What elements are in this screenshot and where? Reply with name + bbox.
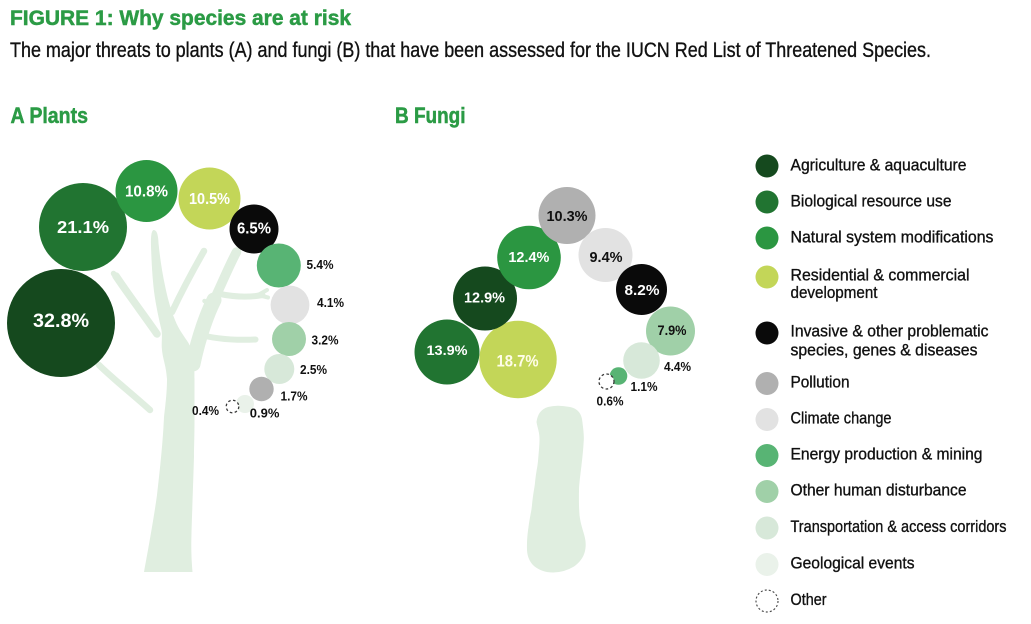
svg-text:8.2%: 8.2%	[625, 283, 660, 299]
svg-text:9.4%: 9.4%	[590, 250, 623, 266]
svg-text:Geological events: Geological events	[791, 554, 915, 573]
svg-text:Agriculture & aquaculture: Agriculture & aquaculture	[791, 156, 967, 175]
svg-text:10.3%: 10.3%	[547, 209, 588, 225]
svg-text:Natural system modifications: Natural system modifications	[791, 228, 994, 247]
svg-text:1.1%: 1.1%	[631, 379, 658, 394]
svg-text:7.9%: 7.9%	[658, 323, 687, 338]
svg-text:5.4%: 5.4%	[307, 257, 334, 272]
svg-text:4.4%: 4.4%	[664, 359, 691, 374]
svg-text:1.7%: 1.7%	[281, 389, 308, 404]
svg-text:Residential & commercial: Residential & commercial	[791, 266, 970, 285]
svg-text:Transportation & access corrid: Transportation & access corridors	[791, 517, 1007, 536]
svg-text:development: development	[791, 283, 878, 302]
svg-text:2.5%: 2.5%	[300, 362, 327, 377]
svg-text:Climate change: Climate change	[791, 409, 892, 428]
svg-text:6.5%: 6.5%	[237, 220, 271, 237]
svg-text:13.9%: 13.9%	[427, 342, 469, 358]
svg-text:10.8%: 10.8%	[125, 184, 168, 201]
svg-text:A Plants: A Plants	[11, 103, 89, 128]
svg-text:Energy production & mining: Energy production & mining	[791, 445, 983, 464]
svg-text:0.6%: 0.6%	[597, 394, 624, 409]
svg-text:0.9%: 0.9%	[250, 406, 280, 421]
svg-text:21.1%: 21.1%	[57, 217, 109, 237]
svg-text:Invasive & other problematic: Invasive & other problematic	[791, 322, 989, 341]
svg-text:FIGURE 1: Why species are at r: FIGURE 1: Why species are at risk	[10, 6, 351, 30]
svg-text:3.2%: 3.2%	[312, 333, 339, 348]
svg-text:Other human disturbance: Other human disturbance	[791, 481, 967, 500]
svg-text:Other: Other	[791, 590, 827, 609]
svg-text:species, genes & diseases: species, genes & diseases	[791, 341, 978, 360]
svg-text:Pollution: Pollution	[791, 373, 850, 392]
svg-text:10.5%: 10.5%	[189, 191, 230, 208]
svg-text:12.4%: 12.4%	[508, 249, 549, 266]
svg-text:32.8%: 32.8%	[33, 311, 89, 332]
svg-text:4.1%: 4.1%	[317, 295, 344, 310]
svg-text:The major threats to plants (A: The major threats to plants (A) and fung…	[10, 39, 931, 62]
svg-text:12.9%: 12.9%	[464, 290, 505, 307]
svg-text:B Fungi: B Fungi	[395, 103, 466, 128]
svg-text:18.7%: 18.7%	[497, 351, 539, 370]
svg-text:Biological resource use: Biological resource use	[791, 192, 952, 211]
svg-text:0.4%: 0.4%	[192, 403, 219, 418]
